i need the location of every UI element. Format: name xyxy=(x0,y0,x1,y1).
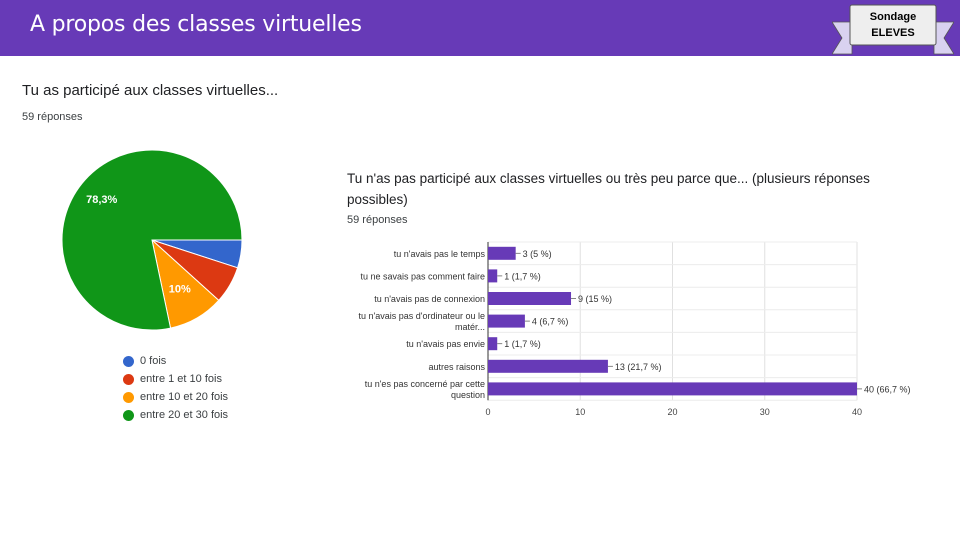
bar xyxy=(488,314,525,328)
data-label: 4 (6,7 %) xyxy=(532,317,569,327)
bar xyxy=(488,292,572,305)
legend-item: entre 10 et 20 fois xyxy=(123,388,228,406)
legend-swatch xyxy=(123,355,134,367)
x-tick-label: 30 xyxy=(760,407,770,417)
legend-swatch xyxy=(123,409,134,421)
bar xyxy=(488,269,498,283)
category-label: tu n'avais pas envie xyxy=(406,339,485,349)
category-label: tu n'avais pas le temps xyxy=(394,249,486,259)
bar xyxy=(488,359,608,373)
category-label: tu ne savais pas comment faire xyxy=(360,271,485,281)
data-label: 1 (1,7 %) xyxy=(504,271,541,281)
legend-item: 0 fois xyxy=(123,352,228,370)
category-label: tu n'es pas concerné par cette question xyxy=(365,379,485,400)
pie-legend: 0 fois entre 1 et 10 fois entre 10 et 20 f… xyxy=(123,352,228,424)
pie-slice xyxy=(61,149,243,331)
legend-label: entre 10 et 20 fois xyxy=(140,391,229,403)
pie-slice-label: 10% xyxy=(169,283,191,295)
x-tick-label: 20 xyxy=(667,407,677,417)
pie-slice-label: 78,3% xyxy=(86,194,117,206)
question-1-title: Tu as participé aux classes virtuelles..… xyxy=(22,82,279,99)
category-label: tu n'avais pas de connexion xyxy=(374,294,485,304)
question-2-response-count: 59 réponses xyxy=(347,214,408,226)
data-label: 3 (5 %) xyxy=(523,249,552,259)
legend-swatch xyxy=(123,373,134,385)
data-label: 9 (15 %) xyxy=(578,294,612,304)
legend-label: 0 fois xyxy=(140,355,167,367)
bar xyxy=(488,382,857,396)
header-bar: A propos des classes virtuelles xyxy=(0,0,960,56)
legend-label: entre 20 et 30 fois xyxy=(140,409,229,421)
legend-item: entre 20 et 30 fois xyxy=(123,406,228,424)
x-tick-label: 0 xyxy=(485,407,490,417)
ribbon-badge xyxy=(832,4,954,55)
x-tick-label: 10 xyxy=(575,407,585,417)
x-tick-label: 40 xyxy=(852,407,862,417)
badge-line-2: ELEVES xyxy=(871,27,915,39)
page-title: A propos des classes virtuelles xyxy=(30,12,362,37)
bar xyxy=(488,246,516,260)
legend-swatch xyxy=(123,391,134,403)
data-label: 13 (21,7 %) xyxy=(615,362,662,372)
category-label: tu n'avais pas d'ordinateur ou le matér..… xyxy=(358,311,485,332)
question-1-response-count: 59 réponses xyxy=(22,111,83,123)
question-2-title: Tu n'as pas participé aux classes virtue… xyxy=(347,171,870,207)
legend-label: entre 1 et 10 fois xyxy=(140,373,222,385)
badge-line-1: Sondage xyxy=(869,11,917,23)
legend-item: entre 1 et 10 fois xyxy=(123,370,228,388)
data-label: 1 (1,7 %) xyxy=(504,339,541,349)
survey-badge: Sondage ELEVES xyxy=(852,9,934,41)
data-label: 40 (66,7 %) xyxy=(864,384,911,394)
bar xyxy=(488,337,498,351)
category-label: autres raisons xyxy=(428,362,485,372)
